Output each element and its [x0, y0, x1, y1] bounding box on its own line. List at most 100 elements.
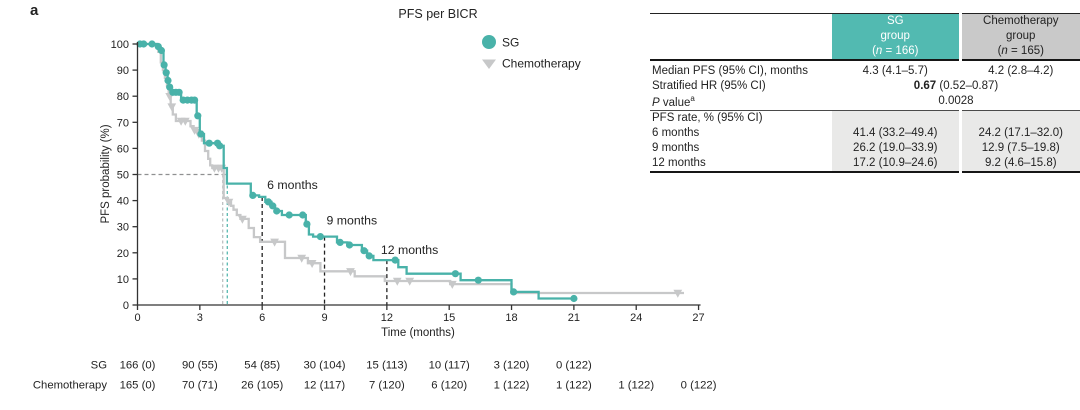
censor-circle	[303, 220, 311, 228]
risk-value: 6 (120)	[431, 380, 467, 392]
censor-circle	[336, 238, 344, 246]
y-axis-title: PFS probability (%)	[100, 124, 112, 223]
risk-value: 1 (122)	[618, 380, 654, 392]
censor-circle	[216, 142, 224, 150]
legend-chemo-triangle-icon	[482, 59, 496, 69]
rate-12mo-label: 12 months	[650, 156, 832, 174]
summary-table: SG group (n = 166) Chemotherapy group (n…	[650, 13, 1080, 174]
y-tick-label: 90	[117, 65, 129, 77]
chemo-header-line1: Chemotherapy	[983, 15, 1059, 27]
hr-row: Stratified HR (95% CI) 0.67 (0.52–0.87)	[650, 79, 1080, 94]
rate-12mo-chemo: 9.2 (4.6–15.8)	[958, 156, 1080, 174]
p-footnote-mark: a	[690, 93, 695, 103]
censor-circle	[360, 247, 368, 255]
p-value: 0.0028	[938, 94, 974, 107]
censor-triangle	[224, 198, 234, 207]
x-tick-label: 27	[692, 312, 704, 324]
censor-circle	[391, 256, 399, 264]
risk-value: 12 (117)	[304, 380, 345, 392]
risk-value: 15 (113)	[366, 360, 407, 372]
x-tick-label: 3	[197, 312, 203, 324]
censor-circle	[509, 288, 518, 296]
annotation-6-months: 6 months	[267, 178, 318, 192]
y-tick-label: 70	[117, 117, 129, 129]
risk-row-label: Chemotherapy	[33, 380, 107, 392]
censor-triangle	[180, 117, 190, 126]
risk-row-label: SG	[91, 360, 107, 372]
number-at-risk-table: SG 166 (0) 90 (55) 54 (85) 30 (104) 15 (113) 1…	[33, 360, 717, 392]
censor-circle	[345, 241, 354, 249]
risk-value: 165 (0)	[120, 380, 156, 392]
sg-header-n: (n = 166)	[872, 44, 919, 57]
p-value-row: P valuea 0.0028	[650, 94, 1080, 111]
censor-circle	[451, 270, 459, 278]
y-tick-label: 40	[117, 196, 129, 208]
legend-sg-circle-icon	[482, 35, 496, 49]
annotation-9-months: 9 months	[327, 214, 378, 228]
x-tick-label: 18	[505, 312, 517, 324]
censor-triangle	[270, 238, 279, 247]
x-tick-label: 21	[568, 312, 580, 324]
sg-header-line2: group	[880, 29, 910, 42]
risk-value: 10 (117)	[429, 360, 470, 372]
y-tick-label: 50	[117, 170, 129, 182]
p-rest: value	[659, 96, 691, 109]
x-tick-label: 24	[630, 312, 642, 324]
chemo-header-n: (n = 165)	[997, 44, 1044, 57]
x-tick-label: 6	[259, 312, 265, 324]
summary-header-chemo: Chemotherapy group (n = 165)	[958, 13, 1080, 61]
x-tick-label: 15	[443, 312, 455, 324]
censor-triangle	[297, 254, 307, 263]
x-axis-title: Time (months)	[381, 327, 455, 339]
rate-12mo-sg: 17.2 (10.9–24.6)	[832, 156, 960, 174]
censor-circle	[474, 276, 482, 284]
censor-circle	[269, 202, 277, 210]
censor-triangle	[673, 289, 683, 298]
chart-title: PFS per BICR	[398, 7, 477, 21]
chemotherapy-series	[137, 42, 684, 298]
p-italic: P	[652, 96, 660, 109]
hr-value-bold: 0.67	[913, 79, 937, 92]
censor-circle	[162, 69, 170, 77]
legend: SG Chemotherapy	[482, 35, 581, 71]
risk-value: 26 (105)	[241, 380, 283, 392]
censor-triangle	[238, 215, 247, 224]
risk-value: 1 (122)	[556, 380, 592, 392]
annotation-12-months: 12 months	[381, 243, 438, 257]
summary-header-sg: SG group (n = 166)	[832, 13, 960, 61]
pfs-rate-section-row: PFS rate, % (95% CI)	[650, 110, 1080, 127]
hr-value: 0.67 (0.52–0.87)	[832, 79, 1080, 94]
x-tick-label: 12	[381, 312, 393, 324]
y-tick-label: 20	[117, 248, 129, 260]
censor-triangle	[167, 103, 177, 112]
risk-value: 0 (122)	[556, 360, 592, 372]
panel-label: a	[30, 2, 39, 19]
rate-9mo-row: 9 months 26.2 (19.0–33.9) 12.9 (7.5–19.8…	[650, 141, 1080, 157]
hr-value-ci: (0.52–0.87)	[936, 79, 999, 92]
censor-circle	[191, 96, 199, 104]
censor-circle	[157, 46, 165, 55]
censor-triangle	[307, 260, 317, 268]
legend-sg-label: SG	[502, 36, 519, 50]
rate-9mo-label: 9 months	[652, 142, 700, 155]
median-pfs-row: Median PFS (95% CI), months 4.3 (4.1–5.7…	[650, 59, 1080, 79]
sg-series	[136, 40, 578, 303]
chemo-header-line2: group	[1006, 29, 1036, 42]
y-tick-label: 10	[117, 274, 129, 286]
censor-circle	[205, 139, 213, 147]
censor-circle	[570, 294, 578, 303]
risk-value: 70 (71)	[182, 380, 218, 392]
censor-circle	[249, 191, 257, 199]
x-tick-label: 9	[321, 312, 327, 324]
legend-chemo-label: Chemotherapy	[502, 57, 581, 71]
censor-circle	[299, 211, 307, 219]
y-tick-label: 30	[117, 222, 129, 234]
km-plot: 0 3 6 9 12 15 18 21 24 27 0 10 20 30 40 50 60 70 80 90 100 Ti…	[33, 7, 717, 392]
rate-6mo-sg: 41.4 (33.2–49.4)	[832, 126, 960, 142]
rate-6mo-label: 6 months	[652, 127, 700, 140]
sg-km-curve	[137, 42, 574, 300]
y-tick-label: 80	[117, 91, 129, 103]
median-pfs-sg-value: 4.3 (4.1–5.7)	[862, 64, 928, 77]
censor-circle	[273, 207, 281, 215]
